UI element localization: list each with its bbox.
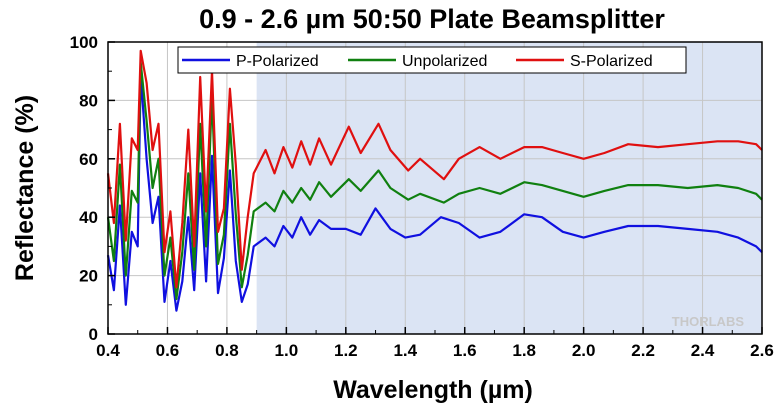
x-tick-label: 2.6	[750, 341, 774, 360]
x-axis-title: Wavelength (µm)	[333, 376, 533, 404]
thorlabs-watermark: THORLABS	[672, 314, 745, 329]
legend-label: P-Polarized	[236, 53, 319, 70]
data-series	[106, 49, 763, 312]
x-tick-label: 0.6	[156, 341, 180, 360]
x-tick-label: 2.0	[572, 341, 596, 360]
x-tick-label: 2.2	[631, 341, 655, 360]
y-tick-label: 80	[79, 91, 98, 110]
y-tick-label: 100	[70, 33, 98, 52]
y-axis-tick-labels: 0 20 40 60 80 100	[70, 33, 98, 344]
x-axis-tick-labels: 0.4 0.6 0.8 1.0 1.2 1.4 1.6 1.8 2.0 2.2 2.4 2.6	[96, 341, 774, 360]
x-tick-label: 1.8	[512, 341, 536, 360]
y-tick-label: 40	[79, 208, 98, 227]
legend-label: Unpolarized	[402, 53, 487, 70]
legend: P-Polarized Unpolarized S-Polarized	[177, 46, 687, 74]
x-tick-label: 1.0	[275, 341, 299, 360]
y-tick-label: 20	[79, 267, 98, 286]
x-tick-label: 1.4	[393, 341, 417, 360]
x-tick-label: 0.4	[96, 341, 120, 360]
series-line-p-polarized	[106, 72, 763, 312]
x-tick-label: 1.2	[334, 341, 358, 360]
y-tick-label: 60	[79, 150, 98, 169]
series-line-unpolarized	[106, 61, 763, 301]
y-axis-title: Reflectance (%)	[11, 95, 39, 281]
x-tick-label: 1.6	[453, 341, 477, 360]
chart-title: 0.9 - 2.6 µm 50:50 Plate Beamsplitter	[199, 4, 665, 34]
legend-box	[177, 46, 687, 74]
grid-lines	[108, 42, 762, 334]
y-tick-label: 0	[89, 325, 98, 344]
x-tick-label: 0.8	[215, 341, 239, 360]
legend-label: S-Polarized	[570, 53, 653, 70]
x-tick-label: 2.4	[691, 341, 715, 360]
axis-ticks	[107, 41, 763, 335]
series-line-s-polarized	[106, 49, 763, 289]
